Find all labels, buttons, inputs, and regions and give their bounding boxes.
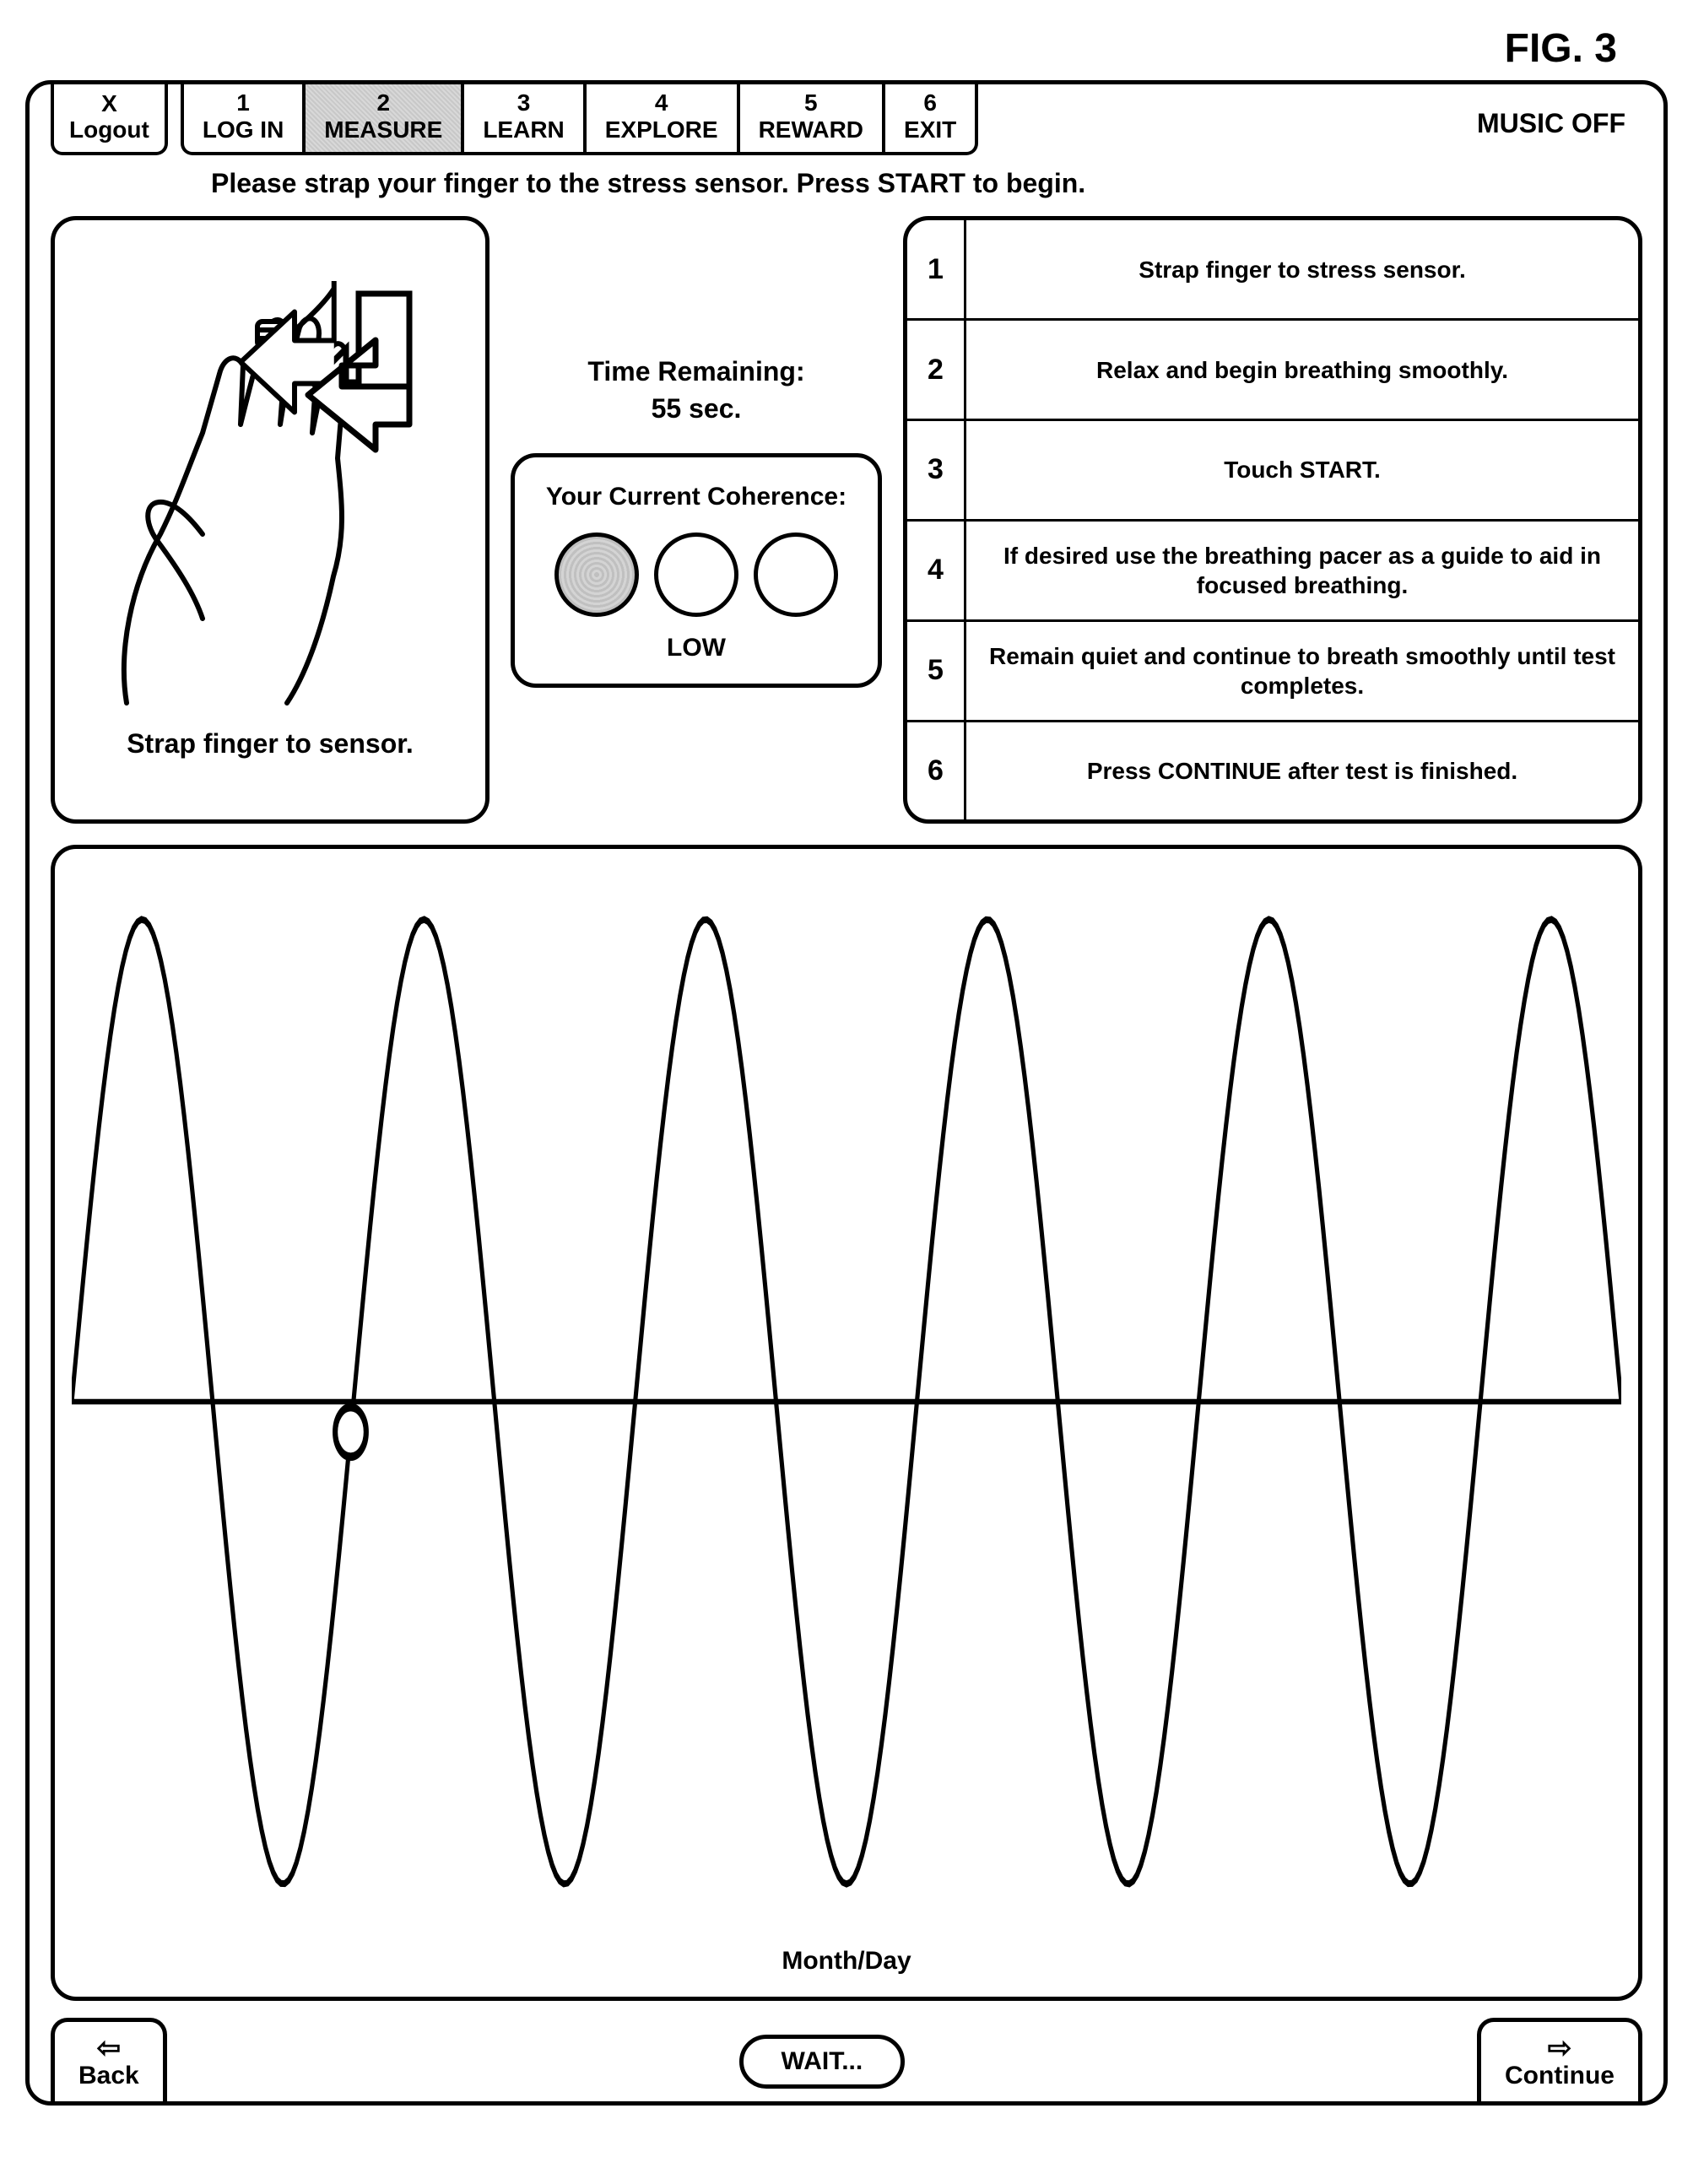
step-row: 3 Touch START. bbox=[907, 421, 1638, 522]
tab-exit[interactable]: 6 EXIT bbox=[885, 84, 975, 152]
coherence-title: Your Current Coherence: bbox=[536, 483, 857, 511]
back-button[interactable]: ⇦ Back bbox=[51, 2018, 167, 2101]
tab-login[interactable]: 1 LOG IN bbox=[184, 84, 306, 152]
arrow-right-icon: ⇨ bbox=[1505, 2035, 1615, 2062]
mid-row: Strap finger to sensor. Time Remaining: … bbox=[51, 216, 1642, 824]
wait-button[interactable]: WAIT... bbox=[739, 2035, 906, 2089]
arrow-left-icon: ⇦ bbox=[78, 2035, 139, 2062]
step-text: Remain quiet and continue to breath smoo… bbox=[966, 622, 1638, 720]
coherence-dot-2 bbox=[654, 532, 738, 617]
tab-explore[interactable]: 4 EXPLORE bbox=[587, 84, 740, 152]
tab-label: REWARD bbox=[759, 116, 863, 143]
top-bar: X Logout 1 LOG IN 2 MEASURE 3 LEARN 4 EX… bbox=[51, 101, 1642, 155]
tab-label: MEASURE bbox=[324, 116, 442, 143]
step-num: 4 bbox=[907, 522, 966, 619]
step-row: 1 Strap finger to stress sensor. bbox=[907, 220, 1638, 321]
tab-measure[interactable]: 2 MEASURE bbox=[306, 84, 464, 152]
coherence-panel: Your Current Coherence: LOW bbox=[511, 453, 882, 688]
time-value: 55 sec. bbox=[587, 390, 804, 428]
tab-num: 2 bbox=[324, 89, 442, 116]
tab-label: EXPLORE bbox=[605, 116, 718, 143]
step-text: Strap finger to stress sensor. bbox=[966, 220, 1638, 318]
bottom-bar: ⇦ Back WAIT... ⇨ Continue bbox=[51, 2018, 1642, 2084]
step-row: 6 Press CONTINUE after test is finished. bbox=[907, 722, 1638, 820]
wave-xlabel: Month/Day bbox=[72, 1947, 1621, 1976]
back-label: Back bbox=[78, 2062, 139, 2089]
step-text: Relax and begin breathing smoothly. bbox=[966, 321, 1638, 419]
tab-learn[interactable]: 3 LEARN bbox=[464, 84, 586, 152]
steps-panel: 1 Strap finger to stress sensor. 2 Relax… bbox=[903, 216, 1642, 824]
music-toggle[interactable]: MUSIC OFF bbox=[1477, 101, 1642, 139]
tab-reward[interactable]: 5 REWARD bbox=[740, 84, 885, 152]
finger-panel: Strap finger to sensor. bbox=[51, 216, 490, 824]
tab-bar: 1 LOG IN 2 MEASURE 3 LEARN 4 EXPLORE 5 R… bbox=[181, 84, 978, 155]
logout-x: X bbox=[69, 91, 149, 117]
step-text: Touch START. bbox=[966, 421, 1638, 519]
step-num: 3 bbox=[907, 421, 966, 519]
coherence-dot-1 bbox=[554, 532, 639, 617]
step-text: If desired use the breathing pacer as a … bbox=[966, 522, 1638, 619]
coherence-indicator bbox=[536, 532, 857, 617]
tab-num: 6 bbox=[904, 89, 956, 116]
continue-label: Continue bbox=[1505, 2062, 1615, 2089]
pacer-marker bbox=[335, 1408, 366, 1457]
figure-label: FIG. 3 bbox=[25, 25, 1668, 72]
coherence-dot-3 bbox=[754, 532, 838, 617]
center-column: Time Remaining: 55 sec. Your Current Coh… bbox=[511, 216, 882, 824]
logout-button[interactable]: X Logout bbox=[51, 84, 168, 155]
tab-label: EXIT bbox=[904, 116, 956, 143]
step-num: 2 bbox=[907, 321, 966, 419]
step-row: 4 If desired use the breathing pacer as … bbox=[907, 522, 1638, 622]
step-num: 6 bbox=[907, 722, 966, 820]
tab-num: 3 bbox=[483, 89, 564, 116]
finger-caption: Strap finger to sensor. bbox=[127, 728, 414, 760]
tab-num: 5 bbox=[759, 89, 863, 116]
step-row: 5 Remain quiet and continue to breath sm… bbox=[907, 622, 1638, 722]
step-text: Press CONTINUE after test is finished. bbox=[966, 722, 1638, 820]
step-num: 5 bbox=[907, 622, 966, 720]
logout-label: Logout bbox=[69, 117, 149, 143]
breathing-wave bbox=[72, 866, 1621, 1938]
app-frame: X Logout 1 LOG IN 2 MEASURE 3 LEARN 4 EX… bbox=[25, 80, 1668, 2106]
tab-num: 1 bbox=[203, 89, 284, 116]
step-row: 2 Relax and begin breathing smoothly. bbox=[907, 321, 1638, 421]
tab-num: 4 bbox=[605, 89, 718, 116]
instruction-text: Please strap your finger to the stress s… bbox=[51, 168, 1642, 199]
continue-button[interactable]: ⇨ Continue bbox=[1477, 2018, 1642, 2101]
hand-sensor-illustration bbox=[93, 281, 447, 720]
time-label: Time Remaining: bbox=[587, 353, 804, 391]
coherence-level: LOW bbox=[536, 634, 857, 662]
time-remaining: Time Remaining: 55 sec. bbox=[587, 353, 804, 429]
tab-label: LOG IN bbox=[203, 116, 284, 143]
step-num: 1 bbox=[907, 220, 966, 318]
breathing-pacer-panel: Month/Day bbox=[51, 845, 1642, 2001]
tab-label: LEARN bbox=[483, 116, 564, 143]
